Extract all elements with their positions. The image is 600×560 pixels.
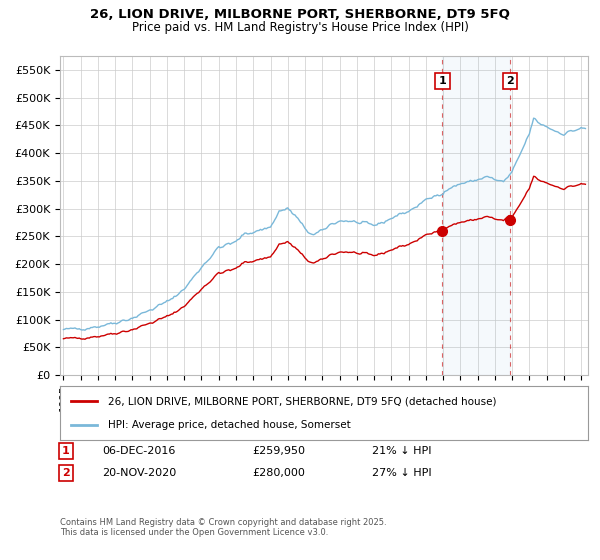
Text: 2: 2 [506,76,514,86]
Text: 20-NOV-2020: 20-NOV-2020 [102,468,176,478]
Text: 1: 1 [439,76,446,86]
Text: 26, LION DRIVE, MILBORNE PORT, SHERBORNE, DT9 5FQ (detached house): 26, LION DRIVE, MILBORNE PORT, SHERBORNE… [107,396,496,407]
Text: HPI: Average price, detached house, Somerset: HPI: Average price, detached house, Some… [107,419,350,430]
Text: Price paid vs. HM Land Registry's House Price Index (HPI): Price paid vs. HM Land Registry's House … [131,21,469,34]
Text: Contains HM Land Registry data © Crown copyright and database right 2025.
This d: Contains HM Land Registry data © Crown c… [60,518,386,538]
Text: 21% ↓ HPI: 21% ↓ HPI [372,446,431,456]
Text: £259,950: £259,950 [252,446,305,456]
Text: 2: 2 [62,468,70,478]
Text: £280,000: £280,000 [252,468,305,478]
Text: 27% ↓ HPI: 27% ↓ HPI [372,468,431,478]
Text: 1: 1 [62,446,70,456]
Text: 06-DEC-2016: 06-DEC-2016 [102,446,175,456]
Text: 26, LION DRIVE, MILBORNE PORT, SHERBORNE, DT9 5FQ: 26, LION DRIVE, MILBORNE PORT, SHERBORNE… [90,8,510,21]
Bar [442,56,510,375]
